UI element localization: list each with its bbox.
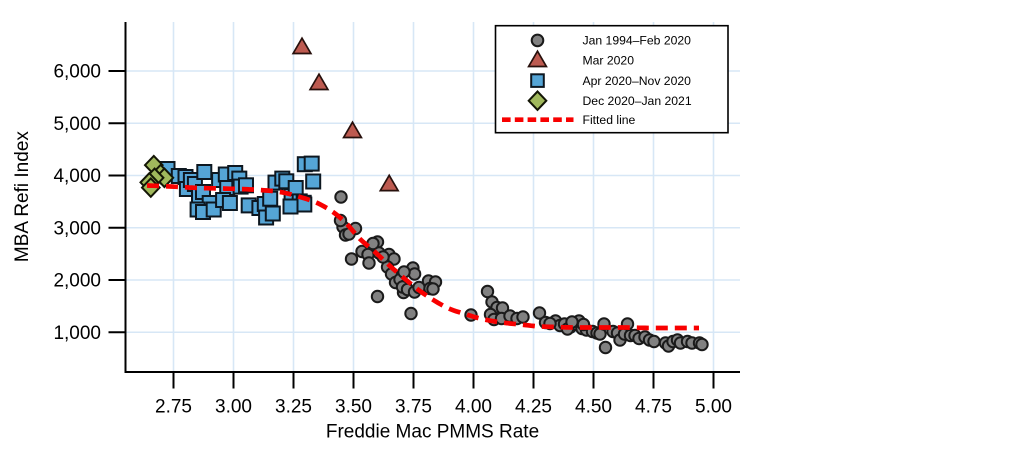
- svg-text:4.75: 4.75: [635, 397, 672, 418]
- svg-text:3.75: 3.75: [395, 397, 432, 418]
- svg-text:5.00: 5.00: [695, 397, 732, 418]
- svg-text:2,000: 2,000: [53, 271, 101, 292]
- svg-text:4,000: 4,000: [53, 166, 101, 187]
- svg-text:Apr 2020–Nov 2020: Apr 2020–Nov 2020: [583, 74, 692, 88]
- svg-text:1,000: 1,000: [53, 323, 101, 344]
- svg-text:2.75: 2.75: [155, 397, 192, 418]
- svg-text:3.00: 3.00: [215, 397, 252, 418]
- svg-text:Freddie Mac PMMS Rate: Freddie Mac PMMS Rate: [326, 422, 539, 443]
- svg-text:5,000: 5,000: [53, 114, 101, 135]
- svg-text:3.50: 3.50: [335, 397, 372, 418]
- svg-text:Dec 2020–Jan 2021: Dec 2020–Jan 2021: [583, 94, 692, 108]
- svg-text:Jan 1994–Feb 2020: Jan 1994–Feb 2020: [583, 34, 692, 48]
- svg-text:4.00: 4.00: [455, 397, 492, 418]
- svg-text:4.25: 4.25: [515, 397, 552, 418]
- svg-text:Mar 2020: Mar 2020: [583, 53, 635, 67]
- svg-text:MBA Refi Index: MBA Refi Index: [12, 131, 33, 262]
- svg-text:3.25: 3.25: [275, 397, 312, 418]
- svg-text:6,000: 6,000: [53, 62, 101, 83]
- svg-text:Fitted line: Fitted line: [583, 113, 636, 127]
- svg-text:3,000: 3,000: [53, 218, 101, 239]
- svg-text:4.50: 4.50: [575, 397, 612, 418]
